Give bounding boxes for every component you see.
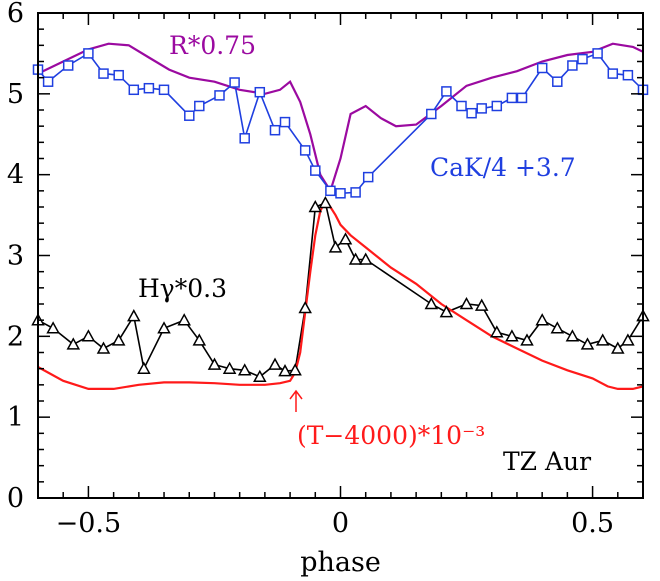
hgamma-point [237, 363, 252, 376]
star-name-label: TZ Aur [503, 447, 591, 476]
x-tick-label: 0 [332, 508, 349, 539]
x-tick-label: −0.5 [56, 508, 122, 539]
cak-point [184, 110, 195, 121]
hgamma-point [177, 313, 191, 326]
hgamma-point [222, 361, 237, 374]
cak-point [83, 48, 94, 59]
hgamma-point [66, 337, 81, 350]
cak-point [622, 69, 634, 81]
hgamma-point [157, 321, 171, 334]
hgamma-point [278, 364, 292, 377]
cak-point [536, 62, 548, 74]
hgamma-point [318, 195, 333, 209]
cak-point [214, 90, 225, 101]
hgamma-point [81, 329, 96, 342]
hgamma-point [621, 333, 635, 346]
hgamma-point [46, 321, 60, 334]
hgamma-point [288, 363, 302, 376]
y-tick-label: 0 [7, 483, 24, 514]
hgamma-point [298, 300, 312, 314]
cak-point [476, 103, 487, 114]
hgamma-point [358, 252, 373, 265]
cak-point [506, 92, 518, 104]
cak-point [128, 84, 140, 96]
hgamma-point [348, 252, 363, 265]
cak-point [254, 86, 266, 98]
cak-point [426, 108, 437, 120]
cak-point [466, 107, 477, 119]
y-tick-label: 5 [7, 79, 24, 110]
cak-point [158, 84, 170, 96]
y-tick-label: 4 [7, 160, 24, 191]
cak-point [350, 187, 361, 198]
series-line-2 [37, 201, 644, 378]
cak-series-label: CaK/4 +3.7 [430, 153, 576, 182]
hgamma-point [207, 357, 222, 370]
cak-point [441, 86, 452, 97]
cak-point [567, 60, 578, 71]
hgamma-point [137, 361, 151, 374]
hgamma-point [565, 329, 580, 342]
cak-point [516, 92, 528, 104]
cak-point [269, 124, 281, 136]
cak-point [491, 100, 503, 112]
hgamma-series-label: Hγ*0.3 [138, 274, 227, 303]
hgamma-point [268, 357, 282, 370]
cak-point [229, 77, 240, 88]
cak-point [239, 133, 250, 144]
hgamma-point [611, 341, 625, 354]
cak-point [310, 165, 321, 176]
hgamma-point [459, 296, 474, 310]
series-line-3 [37, 198, 644, 390]
cak-point [335, 188, 346, 199]
cak-point [577, 53, 588, 65]
y-tick-label: 6 [7, 0, 24, 29]
hgamma-point [127, 309, 141, 322]
cak-point [607, 68, 619, 79]
cak-point [325, 185, 336, 197]
cak-point [279, 116, 291, 128]
hgamma-point [550, 321, 565, 334]
cak-point [456, 100, 467, 112]
cak-point [194, 100, 205, 112]
hgamma-point [474, 298, 489, 311]
hgamma-point [96, 341, 111, 354]
cak-point [143, 82, 155, 94]
y-tick-label: 1 [7, 402, 24, 433]
series-layer [37, 42, 644, 390]
hgamma-point [505, 329, 519, 342]
cak-point [592, 48, 603, 59]
hgamma-point [490, 325, 504, 338]
x-tick-label: 0.5 [571, 508, 614, 539]
hgamma-point [192, 333, 207, 346]
cak-point [42, 76, 54, 87]
hgamma-point [535, 313, 549, 326]
temperature-series-label: (T−4000)*10⁻³ [297, 421, 485, 450]
hgamma-point [111, 333, 126, 346]
hgamma-point [308, 199, 323, 213]
hgamma-point [328, 240, 343, 253]
temperature-arrow [289, 389, 303, 412]
hgamma-point [520, 333, 534, 346]
cak-point [362, 171, 374, 183]
hgamma-point [424, 296, 439, 310]
marker-layer [31, 48, 650, 383]
x-axis-title: phase [300, 547, 381, 578]
tick-layer: 0 1 2 3 4 5 6 −0.5 0 0.5 [7, 0, 644, 539]
r-series-label: R*0.75 [169, 31, 256, 60]
cak-point [113, 69, 124, 81]
cak-point [299, 145, 311, 156]
hgamma-point [253, 369, 267, 383]
hgamma-point [338, 232, 353, 245]
hgamma-point [580, 337, 595, 350]
hgamma-point [595, 333, 610, 346]
y-tick-label: 3 [7, 241, 24, 272]
cak-point [62, 60, 74, 71]
cak-point [552, 76, 563, 87]
y-tick-label: 2 [7, 321, 24, 352]
cak-point [98, 68, 109, 79]
hgamma-point [439, 305, 454, 318]
plot-frame [37, 12, 644, 499]
